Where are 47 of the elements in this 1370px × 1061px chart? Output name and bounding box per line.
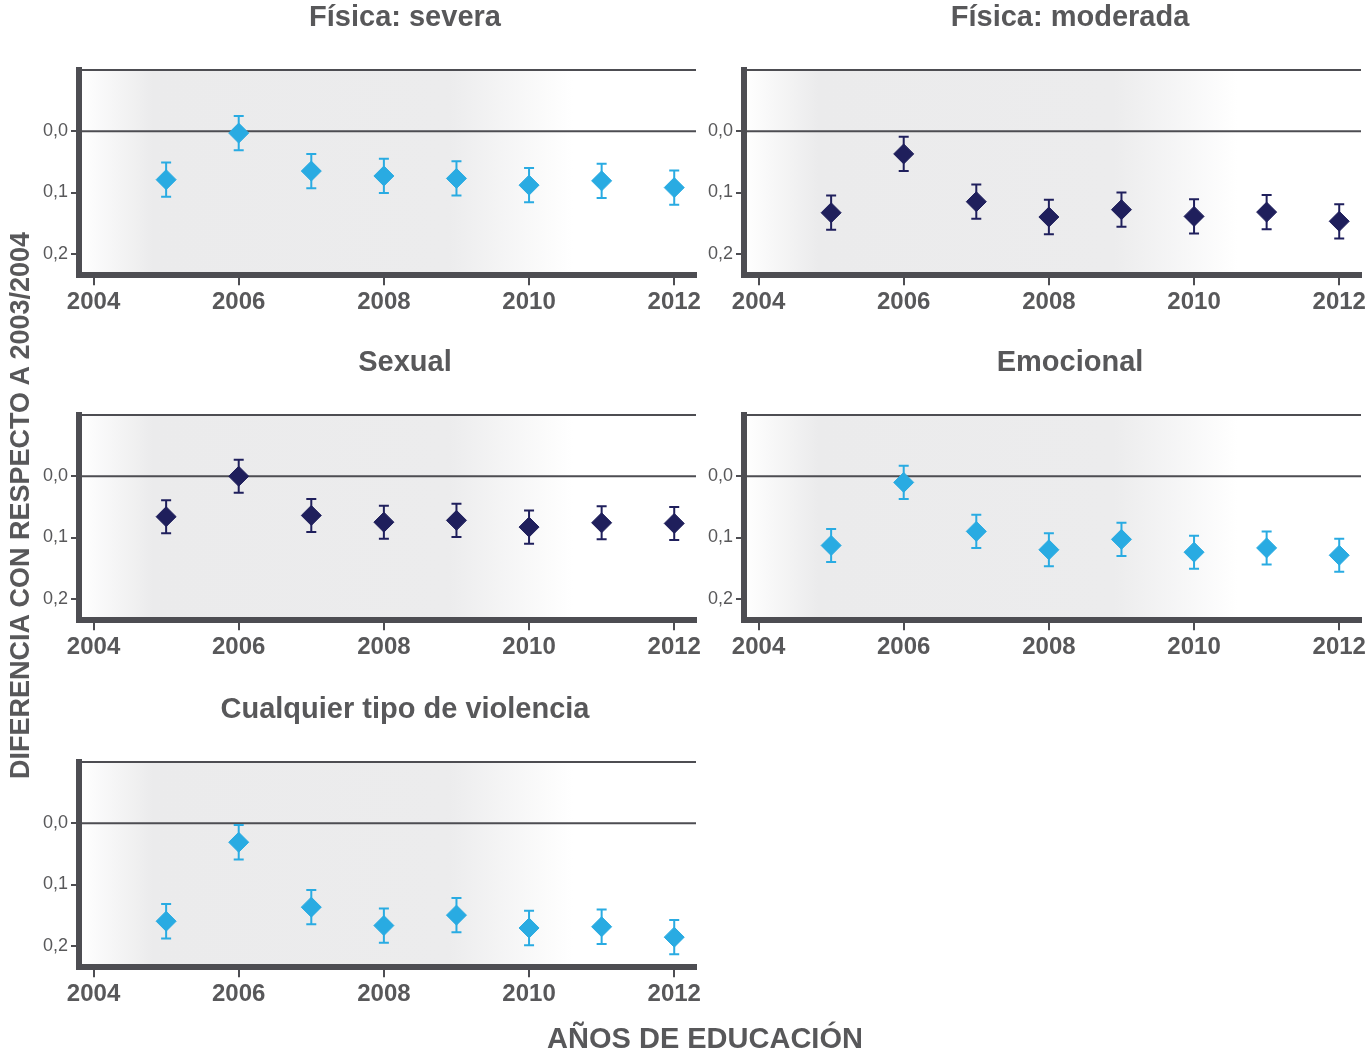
x-tick-label: 2012: [647, 287, 701, 315]
chart-title: Cualquier tipo de violencia: [219, 692, 591, 725]
x-tick-label: 2008: [357, 632, 411, 660]
x-tick-label: 2008: [357, 287, 411, 315]
y-tick-label: 0,0: [42, 465, 69, 486]
y-tick-label: 0,2: [42, 934, 69, 955]
chart-title: Física: severa: [308, 0, 502, 33]
x-tick-label: 2004: [66, 632, 121, 660]
x-tick-label: 2010: [1167, 632, 1221, 660]
x-tick-label: 2006: [212, 632, 266, 660]
x-axis-title: AÑOS DE EDUCACIÓN: [546, 1022, 864, 1055]
x-tick-label: 2008: [357, 979, 411, 1007]
x-tick-label: 2004: [66, 287, 121, 315]
chart-title: Física: moderada: [949, 0, 1191, 33]
x-tick-label: 2010: [502, 979, 556, 1007]
x-tick-label: 2004: [66, 979, 121, 1007]
y-tick-label: 0,2: [42, 242, 69, 263]
y-axis-title: DIFERENCIA CON RESPECTO A 2003/2004: [4, 230, 36, 782]
x-tick-label: 2008: [1022, 287, 1076, 315]
y-tick-label: 0,2: [42, 587, 69, 608]
x-tick-label: 2006: [212, 287, 266, 315]
y-tick-label: 0,1: [42, 181, 69, 202]
x-tick-label: 2010: [502, 632, 556, 660]
x-tick-label: 2010: [502, 287, 556, 315]
x-tick-label: 2004: [731, 287, 786, 315]
x-tick-label: 2012: [1312, 632, 1366, 660]
y-tick-label: 0,0: [707, 465, 734, 486]
x-tick-label: 2006: [877, 632, 931, 660]
x-tick-label: 2006: [212, 979, 266, 1007]
chart-title: Emocional: [995, 345, 1145, 378]
x-tick-label: 2006: [877, 287, 931, 315]
y-tick-label: 0,1: [707, 181, 734, 202]
y-tick-label: 0,0: [42, 120, 69, 141]
y-tick-label: 0,0: [42, 812, 69, 833]
x-tick-label: 2012: [647, 632, 701, 660]
chart-title: Sexual: [357, 345, 453, 378]
y-tick-label: 0,2: [707, 242, 734, 263]
y-tick-label: 0,0: [707, 120, 734, 141]
x-tick-label: 2004: [731, 632, 786, 660]
x-tick-label: 2010: [1167, 287, 1221, 315]
x-tick-label: 2008: [1022, 632, 1076, 660]
y-tick-label: 0,1: [42, 526, 69, 547]
x-tick-label: 2012: [647, 979, 701, 1007]
x-tick-label: 2012: [1312, 287, 1366, 315]
y-tick-label: 0,1: [42, 873, 69, 894]
y-tick-label: 0,1: [707, 526, 734, 547]
y-tick-label: 0,2: [707, 587, 734, 608]
